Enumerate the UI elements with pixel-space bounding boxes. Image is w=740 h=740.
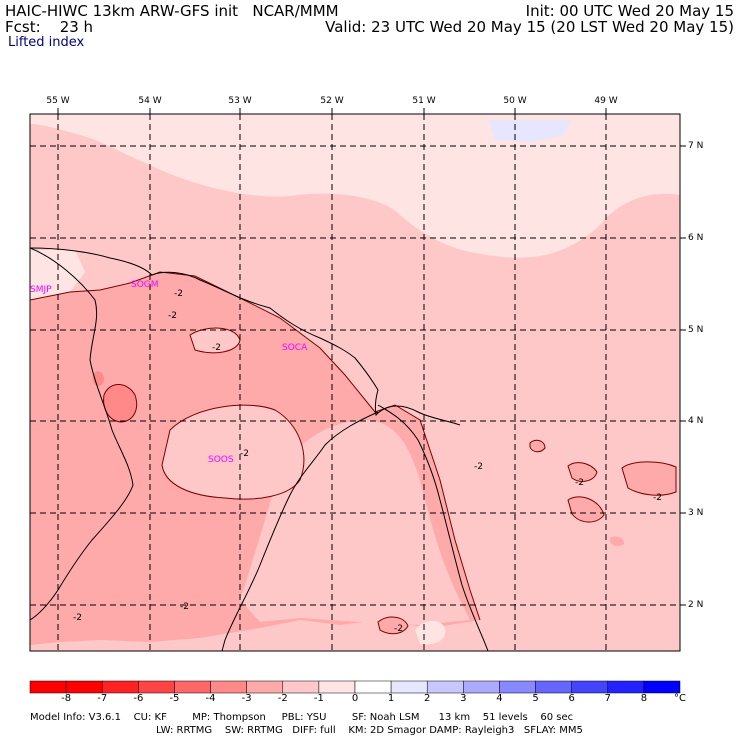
lat-label: 6 N [688,233,704,243]
contour-label: -2 [240,449,249,459]
colorbar-swatch [101,680,139,694]
colorbar-swatch [138,680,175,694]
colorbar-swatch [29,680,67,694]
lat-label: 5 N [688,325,704,335]
lon-label: 51 W [412,96,436,106]
lon-label: 53 W [228,96,252,106]
colorbar-tick-label: -7 [97,693,108,704]
contour-label: -2 [168,311,177,321]
colorbar-tick-label: -2 [277,693,288,704]
colorbar-tick-label: 5 [532,693,539,704]
axis-ticks [57,108,686,606]
valid-time: Valid: 23 UTC Wed 20 May 15 (20 LST Wed … [325,18,734,36]
colorbar-swatch [318,680,356,694]
colorbar-swatch [643,680,681,694]
colorbar-swatch [210,680,247,694]
colorbar-tick-label: 0 [351,693,359,704]
colorbar-tick-label: -8 [61,693,72,704]
lon-label: 49 W [594,96,618,106]
lat-label: 3 N [688,508,704,518]
colorbar-tick-label: -4 [205,693,216,704]
lat-label: 2 N [688,600,704,610]
map-frame [29,113,681,652]
init-time: Init: 00 UTC Wed 20 May 15 [525,2,734,20]
colorbar-swatch [499,680,536,694]
colorbar-swatch [174,680,211,694]
station-label: SOGM [131,280,159,290]
colorbar-tick-label: 1 [387,693,395,704]
colorbar-swatch [535,680,572,694]
colorbar-swatch [354,680,392,694]
colorbar-tick-label: -3 [241,693,252,704]
colorbar-swatch [571,680,609,694]
contour-value-labels: -2 -2 -2 -2 -2 -2 -2 -2 -2 -2 [73,289,662,634]
product-title: HAIC-HIWC 13km ARW-GFS init NCAR/MMM [5,2,339,20]
colorbar-swatch [390,680,428,694]
colorbar-tick-label: 6 [568,693,575,704]
colorbar-tick-label: 8 [640,693,648,704]
colorbar-swatch [246,680,284,694]
field-name: Lifted index [8,35,85,50]
colorbar-tick-label: 2 [424,693,431,704]
station-label: SMJP [30,285,52,295]
model-info-line1: Model Info: V3.6.1 CU: KF MP: Thompson P… [30,712,574,723]
graticule [30,114,680,651]
lon-label: 55 W [46,96,70,106]
colorbar-swatch [426,680,464,694]
contour-label: -2 [653,493,662,503]
colorbar-tick-label: 7 [604,693,611,704]
colorbar-unit: °C [674,693,686,704]
lat-label: 4 N [688,416,704,426]
colorbar-tick-label: 4 [496,693,503,704]
contour-label: -2 [180,602,189,612]
model-info-line2: LW: RRTMG SW: RRTMG DIFF: full KM: 2D Sm… [156,725,583,736]
colorbar-tick-label: -1 [313,693,324,704]
colorbar [29,680,681,694]
lon-label: 50 W [503,96,527,106]
contour-label: -2 [394,624,403,634]
station-label: SOCA [282,343,308,353]
colorbar-swatch [607,680,645,694]
contour-label: -2 [474,462,483,472]
contour-label: -2 [73,613,82,623]
colorbar-tick-label: -5 [169,693,180,704]
station-labels: SMJP SOGM SOCA SOOS [30,280,308,465]
contour-lines [30,271,677,635]
coastline-borders [30,247,489,651]
lifted-index-field [30,114,680,651]
colorbar-tick-label: 3 [460,693,467,704]
lat-label: 7 N [688,141,704,151]
colorbar-swatch [282,680,320,694]
colorbar-tick-label: -6 [133,693,144,704]
contour-label: -2 [174,289,183,299]
station-label: SOOS [208,455,234,465]
contour-label: -2 [575,478,584,488]
lon-label: 52 W [320,96,344,106]
colorbar-swatch [65,680,103,694]
contour-label: -2 [212,343,221,353]
colorbar-swatch [463,680,500,694]
forecast-hour: Fcst: 23 h [5,18,94,36]
lon-label: 54 W [138,96,162,106]
